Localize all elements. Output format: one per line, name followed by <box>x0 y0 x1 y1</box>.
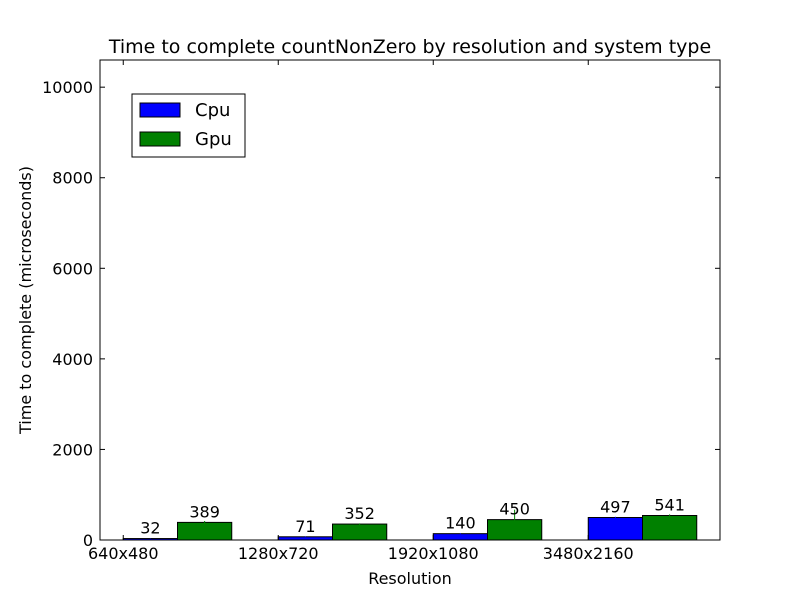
bar-gpu-3 <box>642 515 698 541</box>
data-label-gpu-1: 352 <box>344 504 375 523</box>
y-tick-label-4: 8000 <box>52 169 93 188</box>
bar-cpu-2 <box>432 533 488 541</box>
plot-frame <box>99 59 721 541</box>
data-label-cpu-0: 32 <box>140 519 160 538</box>
data-label-cpu-1: 71 <box>295 517 315 536</box>
legend-swatch-cpu <box>139 102 181 118</box>
axes: 0 2000 4000 6000 8000 10000 640x480 1280x720 192… <box>42 60 720 563</box>
x-tick-label-0: 640x480 <box>88 544 159 563</box>
chart-title: Time to complete countNonZero by resolut… <box>108 36 711 58</box>
legend-swatch-gpu <box>139 131 181 147</box>
data-label-cpu-3: 497 <box>600 497 631 516</box>
y-tick-label-0: 0 <box>83 531 93 550</box>
data-label-gpu-0: 389 <box>189 502 220 521</box>
legend: Cpu Gpu <box>131 93 246 158</box>
y-tick-label-1: 2000 <box>52 440 93 459</box>
bar-gpu-0 <box>177 521 233 541</box>
x-tick-label-2: 1920x1080 <box>388 544 479 563</box>
y-tick-label-2: 4000 <box>52 350 93 369</box>
plot-area: 32 71 140 497 389 352 450 541 <box>122 496 698 541</box>
data-label-gpu-3: 541 <box>654 496 685 515</box>
legend-label-gpu: Gpu <box>195 129 232 150</box>
data-label-cpu-2: 140 <box>445 514 476 533</box>
bar-cpu-3 <box>587 516 643 541</box>
x-axis-label: Resolution <box>368 569 452 588</box>
x-tick-label-1: 1280x720 <box>238 544 319 563</box>
data-label-gpu-2: 450 <box>499 500 530 519</box>
y-axis-label: Time to complete (microseconds) <box>16 166 35 435</box>
x-tick-label-3: 3480x2160 <box>543 544 634 563</box>
legend-label-cpu: Cpu <box>195 100 230 121</box>
y-tick-label-3: 6000 <box>52 259 93 278</box>
bar-gpu-1 <box>332 523 388 541</box>
y-tick-label-5: 10000 <box>42 78 93 97</box>
